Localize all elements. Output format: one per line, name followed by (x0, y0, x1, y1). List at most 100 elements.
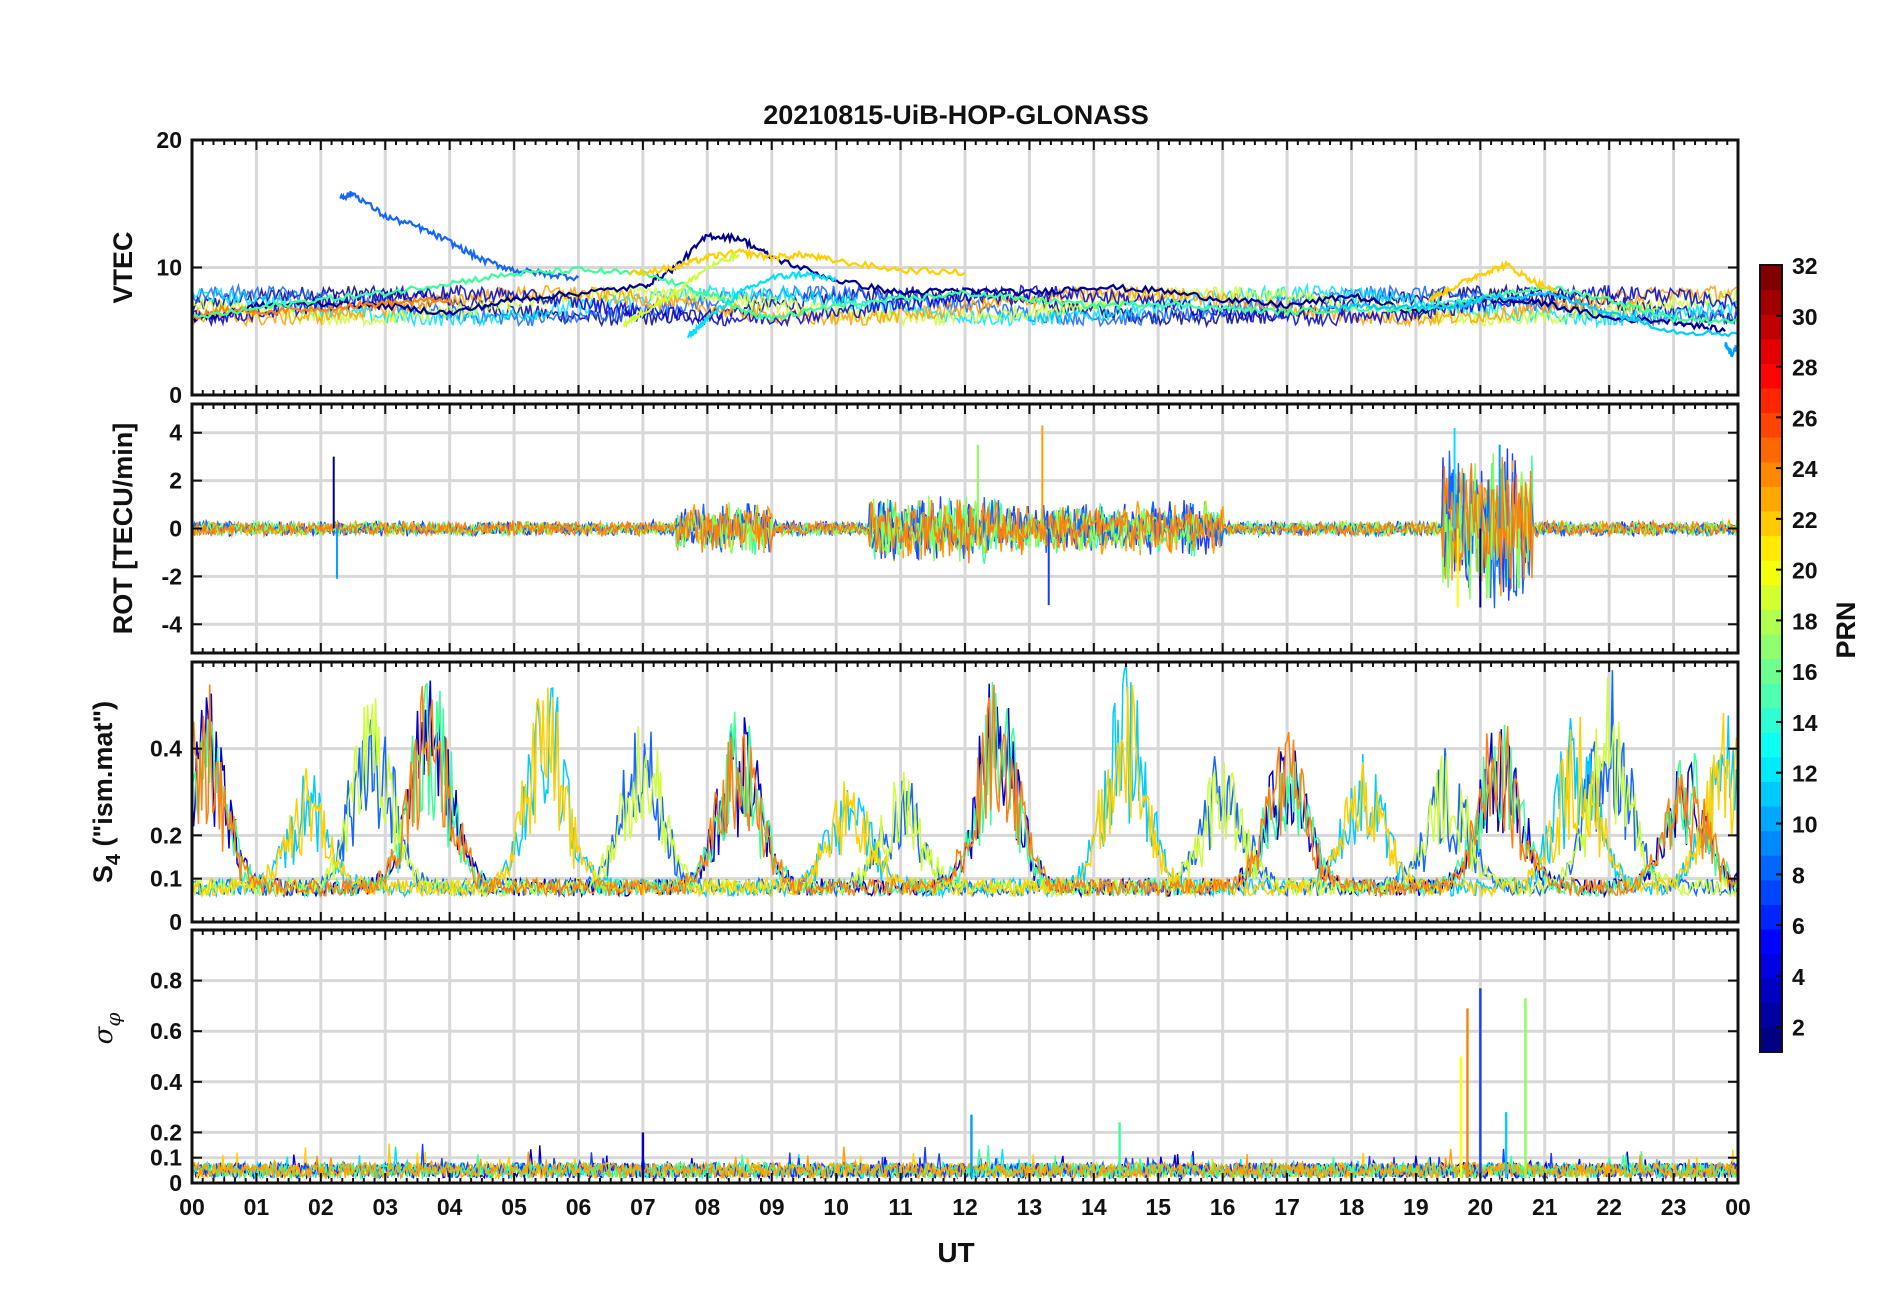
vtec-series-line (629, 247, 966, 277)
colorbar-segment (1760, 289, 1782, 315)
vtec-series-line (192, 284, 1737, 328)
x-tick-label: 06 (566, 1194, 592, 1220)
colorbar-segment (1760, 904, 1782, 930)
y-axis-label: S4 ("ism.mat") (88, 701, 125, 883)
x-tick-label: 10 (823, 1194, 849, 1220)
x-tick-labels: 00 01 02 03 04 05 06 07 08 09 10 11 12 13 14 15 16 17 18 19… (179, 1194, 1751, 1220)
colorbar-tick-label: 10 (1792, 812, 1818, 838)
x-tick-label: 08 (695, 1194, 721, 1220)
vtec-series-line (1427, 259, 1559, 304)
colorbar-segment (1760, 363, 1782, 389)
s4-series-line (192, 684, 1738, 899)
y-tick-label: -4 (162, 611, 183, 637)
x-tick-label: 09 (759, 1194, 785, 1220)
colorbar-segment (1760, 412, 1782, 438)
y-tick-label: 0 (169, 516, 182, 542)
colorbar-tick-label: 22 (1792, 507, 1818, 533)
y-tick-label: 0.2 (150, 822, 182, 848)
panel-rot: -4 -2 0 2 4 ROT [TECU/min] (108, 402, 1740, 655)
colorbar-segment (1760, 535, 1782, 561)
y-axis-label: σφ (89, 1013, 125, 1045)
y-tick-label: 0.1 (150, 866, 182, 892)
colorbar-segment (1760, 756, 1782, 782)
colorbar-segment (1760, 486, 1782, 512)
colorbar-label: PRN (1831, 601, 1861, 658)
s4-series-line (192, 684, 1738, 899)
plot-area-vtec (192, 191, 1738, 358)
colorbar-segment (1760, 1027, 1782, 1053)
x-tick-label: 11 (888, 1194, 913, 1220)
x-tick-label: 22 (1596, 1194, 1622, 1220)
x-tick-label: 05 (501, 1194, 527, 1220)
x-tick-label: 03 (372, 1194, 398, 1220)
colorbar-tick-label: 26 (1792, 405, 1818, 431)
x-tick-label: 01 (244, 1194, 270, 1220)
vtec-series-line (686, 269, 838, 340)
colorbar-segment (1760, 1002, 1782, 1028)
y-tick-label: 10 (156, 255, 182, 281)
panel-s4: 0 0.1 0.2 0.4 S4 ("ism.mat") (88, 660, 1740, 935)
x-tick-label: 02 (308, 1194, 334, 1220)
vtec-series-line (339, 191, 580, 282)
colorbar-segment (1760, 510, 1782, 537)
x-tick-label: 16 (1210, 1194, 1236, 1220)
colorbar-segment (1760, 609, 1782, 635)
vtec-series-line (622, 250, 741, 330)
y-axis-label: ROT [TECU/min] (108, 423, 138, 634)
y-tick-label: 0.6 (150, 1018, 182, 1044)
colorbar-segment (1760, 437, 1782, 463)
colorbar-tick-label: 28 (1792, 355, 1818, 381)
x-tick-label: 15 (1145, 1194, 1171, 1220)
colorbar-segment (1760, 584, 1782, 610)
colorbar-segment (1760, 781, 1782, 807)
colorbar-tick-label: 8 (1792, 862, 1805, 888)
colorbar-segment (1760, 560, 1782, 586)
y-tick-label: 0.4 (150, 1069, 182, 1095)
y-tick-label: -2 (162, 563, 182, 589)
colorbar-tick-label: 24 (1792, 456, 1818, 482)
colorbar-tick-label: 6 (1792, 913, 1805, 939)
x-tick-label: 13 (1017, 1194, 1043, 1220)
x-tick-label: 04 (437, 1194, 463, 1220)
colorbar-segment (1760, 953, 1782, 979)
vtec-series-line (1318, 290, 1738, 338)
colorbar-segment (1760, 707, 1782, 733)
colorbar-segment (1760, 265, 1782, 291)
colorbar-tick-label: 18 (1792, 608, 1818, 634)
colorbar-tick-label: 4 (1792, 964, 1805, 990)
x-tick-label: 20 (1468, 1194, 1494, 1220)
colorbar-segment (1760, 855, 1782, 881)
colorbar-segment (1760, 387, 1782, 414)
colorbar-segment (1760, 879, 1782, 905)
chart-title: 20210815-UiB-HOP-GLONASS (763, 100, 1149, 130)
y-tick-label: 2 (169, 468, 182, 494)
colorbar-segment (1760, 314, 1782, 340)
y-tick-label: 0 (169, 909, 182, 935)
colorbar-segment (1760, 658, 1782, 684)
x-tick-label: 12 (952, 1194, 978, 1220)
colorbar-segment (1760, 338, 1782, 364)
y-tick-label: 4 (169, 420, 182, 446)
colorbar-segment (1760, 806, 1782, 832)
colorbar-tick-label: 32 (1792, 253, 1818, 279)
y-axis-label: VTEC (108, 231, 138, 303)
x-tick-label: 00 (179, 1194, 205, 1220)
colorbar-segment (1760, 978, 1782, 1004)
panel-vtec: 0 10 20 VTEC (108, 127, 1740, 408)
plot-area-s4 (192, 664, 1738, 899)
colorbar-frame (1759, 264, 1783, 1053)
colorbar-tick-label: 12 (1792, 761, 1818, 787)
panel-sigma_phi: 00.10.2 0.4 0.6 0.8 σφ (89, 928, 1740, 1196)
x-tick-label: 23 (1661, 1194, 1687, 1220)
x-tick-label: 21 (1532, 1194, 1558, 1220)
rot-series-line (192, 456, 1738, 581)
plot-area-rot (192, 425, 1738, 609)
y-tick-label: 20 (156, 127, 182, 153)
colorbar-tick-label: 30 (1792, 304, 1818, 330)
vtec-series-line (192, 266, 1738, 325)
colorbar-segment (1760, 929, 1782, 955)
vtec-series-line (1724, 342, 1738, 358)
